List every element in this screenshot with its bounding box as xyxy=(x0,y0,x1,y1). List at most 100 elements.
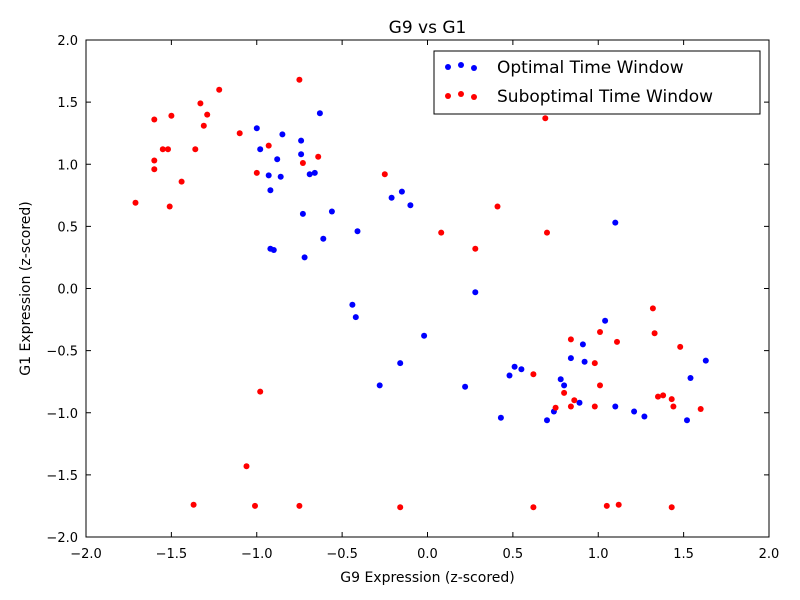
x-tick-label-0: −2.0 xyxy=(70,547,102,562)
legend-marker-suboptimal xyxy=(445,91,477,100)
y-tick-label-3: −0.5 xyxy=(46,345,78,360)
suboptimal-point-42 xyxy=(597,329,603,335)
suboptimal-point-37 xyxy=(567,336,574,343)
optimal-point-38 xyxy=(576,399,583,406)
x-ticks: −2.0 −1.5 −1.0 −0.5 0.0 0.5 1.0 1.5 2.0 xyxy=(70,40,779,562)
suboptimal-point-4 xyxy=(159,146,166,153)
suboptimal-point-23 xyxy=(190,501,197,508)
optimal-point-42 xyxy=(612,403,619,410)
suboptimal-point-0 xyxy=(132,199,139,206)
suboptimal-point-19 xyxy=(315,153,322,160)
y-tick-label-8: 2.0 xyxy=(57,34,78,49)
chart-title: G9 vs G1 xyxy=(389,18,467,38)
optimal-point-31 xyxy=(511,363,518,370)
points-layer xyxy=(132,76,709,511)
optimal-point-17 xyxy=(301,254,308,261)
x-tick-label-3: −0.5 xyxy=(326,547,358,562)
optimal-point-47 xyxy=(687,375,694,381)
optimal-point-5 xyxy=(277,173,284,180)
plot-frame xyxy=(85,39,770,538)
suboptimal-point-35 xyxy=(561,389,568,396)
optimal-point-44 xyxy=(631,408,638,415)
suboptimal-point-1 xyxy=(151,116,158,123)
legend-label-optimal: Optimal Time Window xyxy=(497,58,684,78)
x-tick-label-2: −1.0 xyxy=(241,547,273,562)
suboptimal-point-36 xyxy=(567,403,574,410)
suboptimal-point-49 xyxy=(660,392,667,399)
suboptimal-point-7 xyxy=(166,203,173,210)
optimal-point-30 xyxy=(506,372,513,379)
suboptimal-point-39 xyxy=(591,360,598,367)
optimal-point-48 xyxy=(702,357,709,364)
suboptimal-point-46 xyxy=(649,305,656,312)
x-tick-label-1: −1.5 xyxy=(156,547,188,562)
optimal-point-39 xyxy=(579,341,586,348)
suboptimal-point-52 xyxy=(668,504,675,511)
suboptimal-point-21 xyxy=(257,388,264,395)
suboptimal-point-28 xyxy=(472,245,479,252)
optimal-point-9 xyxy=(306,171,313,178)
optimal-point-26 xyxy=(421,332,428,339)
optimal-point-43 xyxy=(612,219,619,226)
suboptimal-point-41 xyxy=(597,382,603,389)
suboptimal-point-51 xyxy=(670,403,677,410)
suboptimal-point-6 xyxy=(168,112,175,119)
optimal-point-2 xyxy=(265,172,272,179)
optimal-point-22 xyxy=(397,360,404,367)
y-tick-label-2: −1.0 xyxy=(46,407,78,422)
suboptimal-point-15 xyxy=(265,142,272,149)
optimal-point-8 xyxy=(298,151,305,158)
suboptimal-point-44 xyxy=(614,338,620,345)
suboptimal-point-26 xyxy=(397,504,404,511)
suboptimal-point-33 xyxy=(544,229,550,236)
optimal-point-13 xyxy=(320,235,327,242)
y-tick-label-7: 1.5 xyxy=(57,96,78,111)
suboptimal-point-27 xyxy=(438,229,445,236)
suboptimal-point-40 xyxy=(591,403,598,410)
x-tick-label-6: 1.0 xyxy=(588,547,609,562)
optimal-point-33 xyxy=(544,417,550,424)
optimal-point-14 xyxy=(328,208,335,215)
suboptimal-point-54 xyxy=(697,406,704,412)
optimal-point-6 xyxy=(279,131,286,138)
suboptimal-point-24 xyxy=(252,502,258,509)
x-tick-label-5: 0.5 xyxy=(503,547,524,562)
optimal-point-41 xyxy=(602,317,609,324)
suboptimal-point-18 xyxy=(299,160,306,166)
suboptimal-point-32 xyxy=(542,115,549,122)
suboptimal-point-25 xyxy=(296,502,303,509)
optimal-point-40 xyxy=(581,358,588,365)
suboptimal-point-11 xyxy=(200,122,207,129)
optimal-point-29 xyxy=(497,414,504,421)
optimal-point-36 xyxy=(561,382,568,389)
optimal-point-37 xyxy=(567,355,574,362)
optimal-point-10 xyxy=(311,169,318,176)
optimal-point-23 xyxy=(388,194,395,201)
optimal-point-46 xyxy=(684,417,690,424)
optimal-point-21 xyxy=(376,382,383,389)
optimal-point-12 xyxy=(299,210,306,217)
suboptimal-point-2 xyxy=(151,157,158,164)
suboptimal-point-38 xyxy=(571,397,578,404)
x-axis-label: G9 Expression (z-scored) xyxy=(340,570,514,586)
suboptimal-point-20 xyxy=(381,171,388,178)
x-tick-label-7: 1.5 xyxy=(673,547,694,562)
suboptimal-point-53 xyxy=(677,343,684,350)
optimal-point-18 xyxy=(354,228,361,235)
optimal-point-24 xyxy=(398,188,405,195)
suboptimal-point-10 xyxy=(197,100,204,107)
suboptimal-point-34 xyxy=(552,404,559,411)
optimal-point-32 xyxy=(518,366,525,373)
suboptimal-point-3 xyxy=(151,166,158,173)
legend-label-suboptimal: Suboptimal Time Window xyxy=(497,87,713,107)
legend: Optimal Time Window Suboptimal Time Wind… xyxy=(433,50,761,115)
optimal-point-0 xyxy=(253,125,260,132)
optimal-point-35 xyxy=(557,376,564,383)
optimal-point-25 xyxy=(407,202,414,209)
optimal-point-27 xyxy=(462,383,469,390)
suboptimal-point-16 xyxy=(253,169,260,176)
y-axis-label: G1 Expression (z-scored) xyxy=(18,201,34,375)
optimal-point-16 xyxy=(270,247,277,253)
y-tick-label-0: −2.0 xyxy=(46,531,78,546)
optimal-point-3 xyxy=(267,187,274,194)
